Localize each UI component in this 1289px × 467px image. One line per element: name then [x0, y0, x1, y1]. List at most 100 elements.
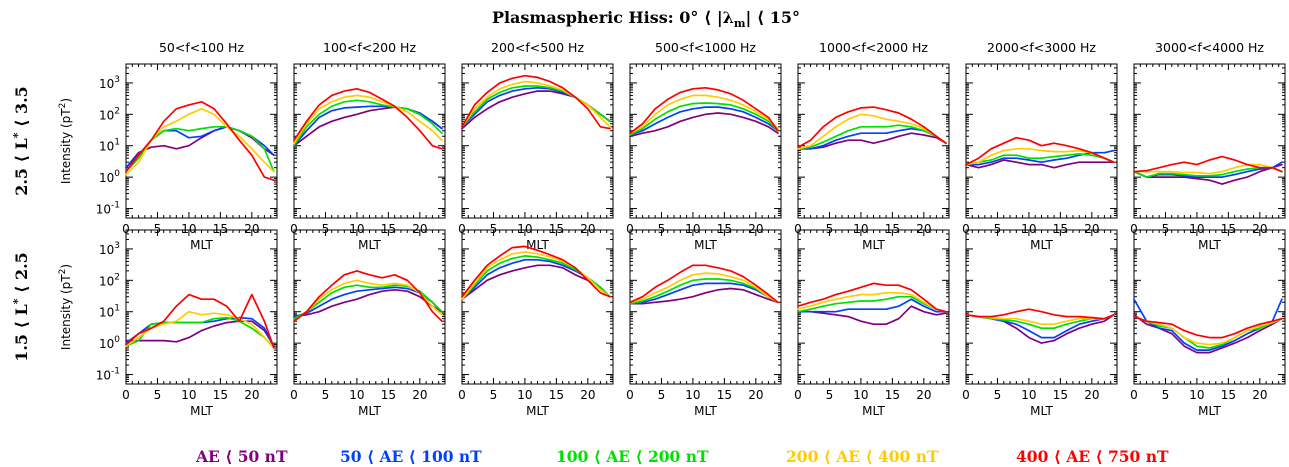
x-tick-label: 0 [122, 222, 130, 236]
series-line-2 [797, 298, 947, 313]
series-line-4 [965, 313, 1115, 326]
series-line-3 [293, 284, 443, 320]
series-line-1 [629, 112, 779, 138]
x-tick-label: 20 [1252, 388, 1267, 402]
freq-band-title: 200<f<500 Hz [491, 40, 584, 55]
panel-frame [797, 63, 950, 219]
panel-r2-c2: 0 5 10 15 20 MLT [290, 229, 446, 418]
panel-r1-c6: 2000<f<3000 Hz 0 5 10 15 20 MLT [962, 40, 1118, 252]
x-tick-label: 10 [181, 222, 196, 236]
title-text-post: | ⟨ 15° [746, 8, 801, 27]
y-tick-label: 100 [99, 169, 120, 185]
series-line-4 [461, 251, 611, 301]
series-line-4 [797, 113, 947, 150]
x-tick-label: 0 [290, 388, 298, 402]
y-tick-label: 102 [99, 106, 120, 122]
panel-r1-c1: 50<f<100 Hz 0 5 10 15 20 MLT 103 102 101 100 10-1 [96, 40, 278, 252]
x-tick-label: 5 [1162, 388, 1170, 402]
series-line-1 [1133, 163, 1283, 185]
series-line-3 [1133, 315, 1283, 349]
series-line-3 [125, 316, 275, 349]
x-tick-label: 0 [1130, 222, 1138, 236]
x-tick-label: 15 [717, 388, 732, 402]
x-tick-label: 10 [685, 388, 700, 402]
x-tick-label: 10 [181, 388, 196, 402]
y-axis-label: Intensity (pT2) [58, 98, 73, 184]
series-line-5 [965, 136, 1115, 166]
x-tick-label: 20 [412, 222, 427, 236]
legend-entry-2: 50 ⟨ AE ⟨ 100 nT [340, 447, 482, 466]
x-tick-label: 5 [1162, 222, 1170, 236]
series-line-5 [797, 282, 947, 313]
panel-frame [965, 63, 1118, 219]
x-tick-label: 10 [517, 222, 532, 236]
panel-frame [1133, 63, 1286, 219]
x-tick-label: 0 [794, 388, 802, 402]
series-line-2 [125, 125, 275, 169]
series-line-3 [965, 153, 1115, 166]
x-tick-label: 20 [1084, 222, 1099, 236]
panel-r2-c4: 0 5 10 15 20 MLT [626, 229, 782, 418]
series-line-5 [293, 270, 443, 323]
x-tick-label: 20 [916, 222, 931, 236]
legend-entry-3: 100 ⟨ AE ⟨ 200 nT [556, 447, 709, 466]
panel-r1-c4: 500<f<1000 Hz 0 5 10 15 20 MLT [626, 40, 782, 252]
series-line-5 [125, 100, 275, 182]
x-tick-label: 5 [490, 222, 498, 236]
series-line-2 [629, 106, 779, 136]
x-tick-label: 5 [658, 222, 666, 236]
x-tick-label: 0 [290, 222, 298, 236]
x-tick-label: 15 [1053, 388, 1068, 402]
panel-r2-c7: 0 5 10 15 20 MLT [1130, 229, 1286, 418]
x-tick-label: 15 [885, 222, 900, 236]
x-tick-label: 0 [458, 222, 466, 236]
series-line-2 [629, 282, 779, 305]
panel-r1-c5: 1000<f<2000 Hz 0 5 10 15 20 MLT [794, 40, 950, 252]
series-line-1 [797, 305, 947, 326]
x-axis-label: MLT [358, 238, 381, 252]
legend: AE ⟨ 50 nT 50 ⟨ AE ⟨ 100 nT 100 ⟨ AE ⟨ 200… [195, 447, 1169, 466]
x-tick-label: 5 [658, 388, 666, 402]
panel-r2-c5: 0 5 10 15 20 MLT [794, 229, 950, 418]
y-tick-label: 103 [99, 241, 120, 257]
series-line-4 [1133, 315, 1283, 346]
x-tick-label: 5 [322, 222, 330, 236]
series-line-4 [461, 80, 611, 128]
panel-frame [125, 229, 278, 385]
x-axis-label: MLT [694, 238, 717, 252]
x-tick-label: 5 [826, 222, 834, 236]
series-line-4 [125, 107, 275, 176]
series-line-2 [461, 86, 611, 128]
panel-r2-c1: 0 5 10 15 20 MLT 103 102 101 100 10-1 [96, 229, 278, 418]
x-tick-label: 20 [580, 222, 595, 236]
x-tick-label: 10 [1021, 388, 1036, 402]
y-tick-label: 103 [99, 75, 120, 91]
freq-band-title: 50<f<100 Hz [159, 40, 244, 55]
series-line-5 [965, 308, 1115, 320]
x-tick-label: 20 [580, 388, 595, 402]
freq-band-title: 100<f<200 Hz [323, 40, 416, 55]
series-line-4 [797, 291, 947, 313]
panel-r1-c2: 100<f<200 Hz 0 5 10 15 20 MLT [290, 40, 446, 252]
row-label-lstar: 2.5 ⟨ L* ⟨ 3.5 [11, 86, 31, 196]
panel-grid: 50<f<100 Hz0 5 10 15 20MLT10310210110010-110… [96, 40, 1286, 418]
row-label-lstar: 1.5 ⟨ L* ⟨ 2.5 [11, 252, 31, 362]
x-tick-label: 0 [626, 388, 634, 402]
series-line-4 [293, 94, 443, 145]
x-tick-label: 10 [349, 388, 364, 402]
x-tick-label: 0 [962, 388, 970, 402]
x-axis-label: MLT [1030, 238, 1053, 252]
panel-r1-c7: 3000<f<4000 Hz 0 5 10 15 20 MLT [1130, 40, 1286, 252]
x-tick-label: 15 [549, 388, 564, 402]
series-line-3 [293, 99, 443, 147]
title-subscript: m [734, 17, 746, 30]
x-tick-label: 5 [154, 222, 162, 236]
y-tick-label: 101 [99, 304, 120, 320]
panel-r2-c3: 0 5 10 15 20 MLT [458, 229, 614, 418]
x-tick-label: 10 [853, 388, 868, 402]
series-line-1 [965, 159, 1115, 169]
x-tick-label: 15 [381, 222, 396, 236]
series-line-2 [293, 105, 443, 147]
series-line-5 [1133, 315, 1283, 339]
